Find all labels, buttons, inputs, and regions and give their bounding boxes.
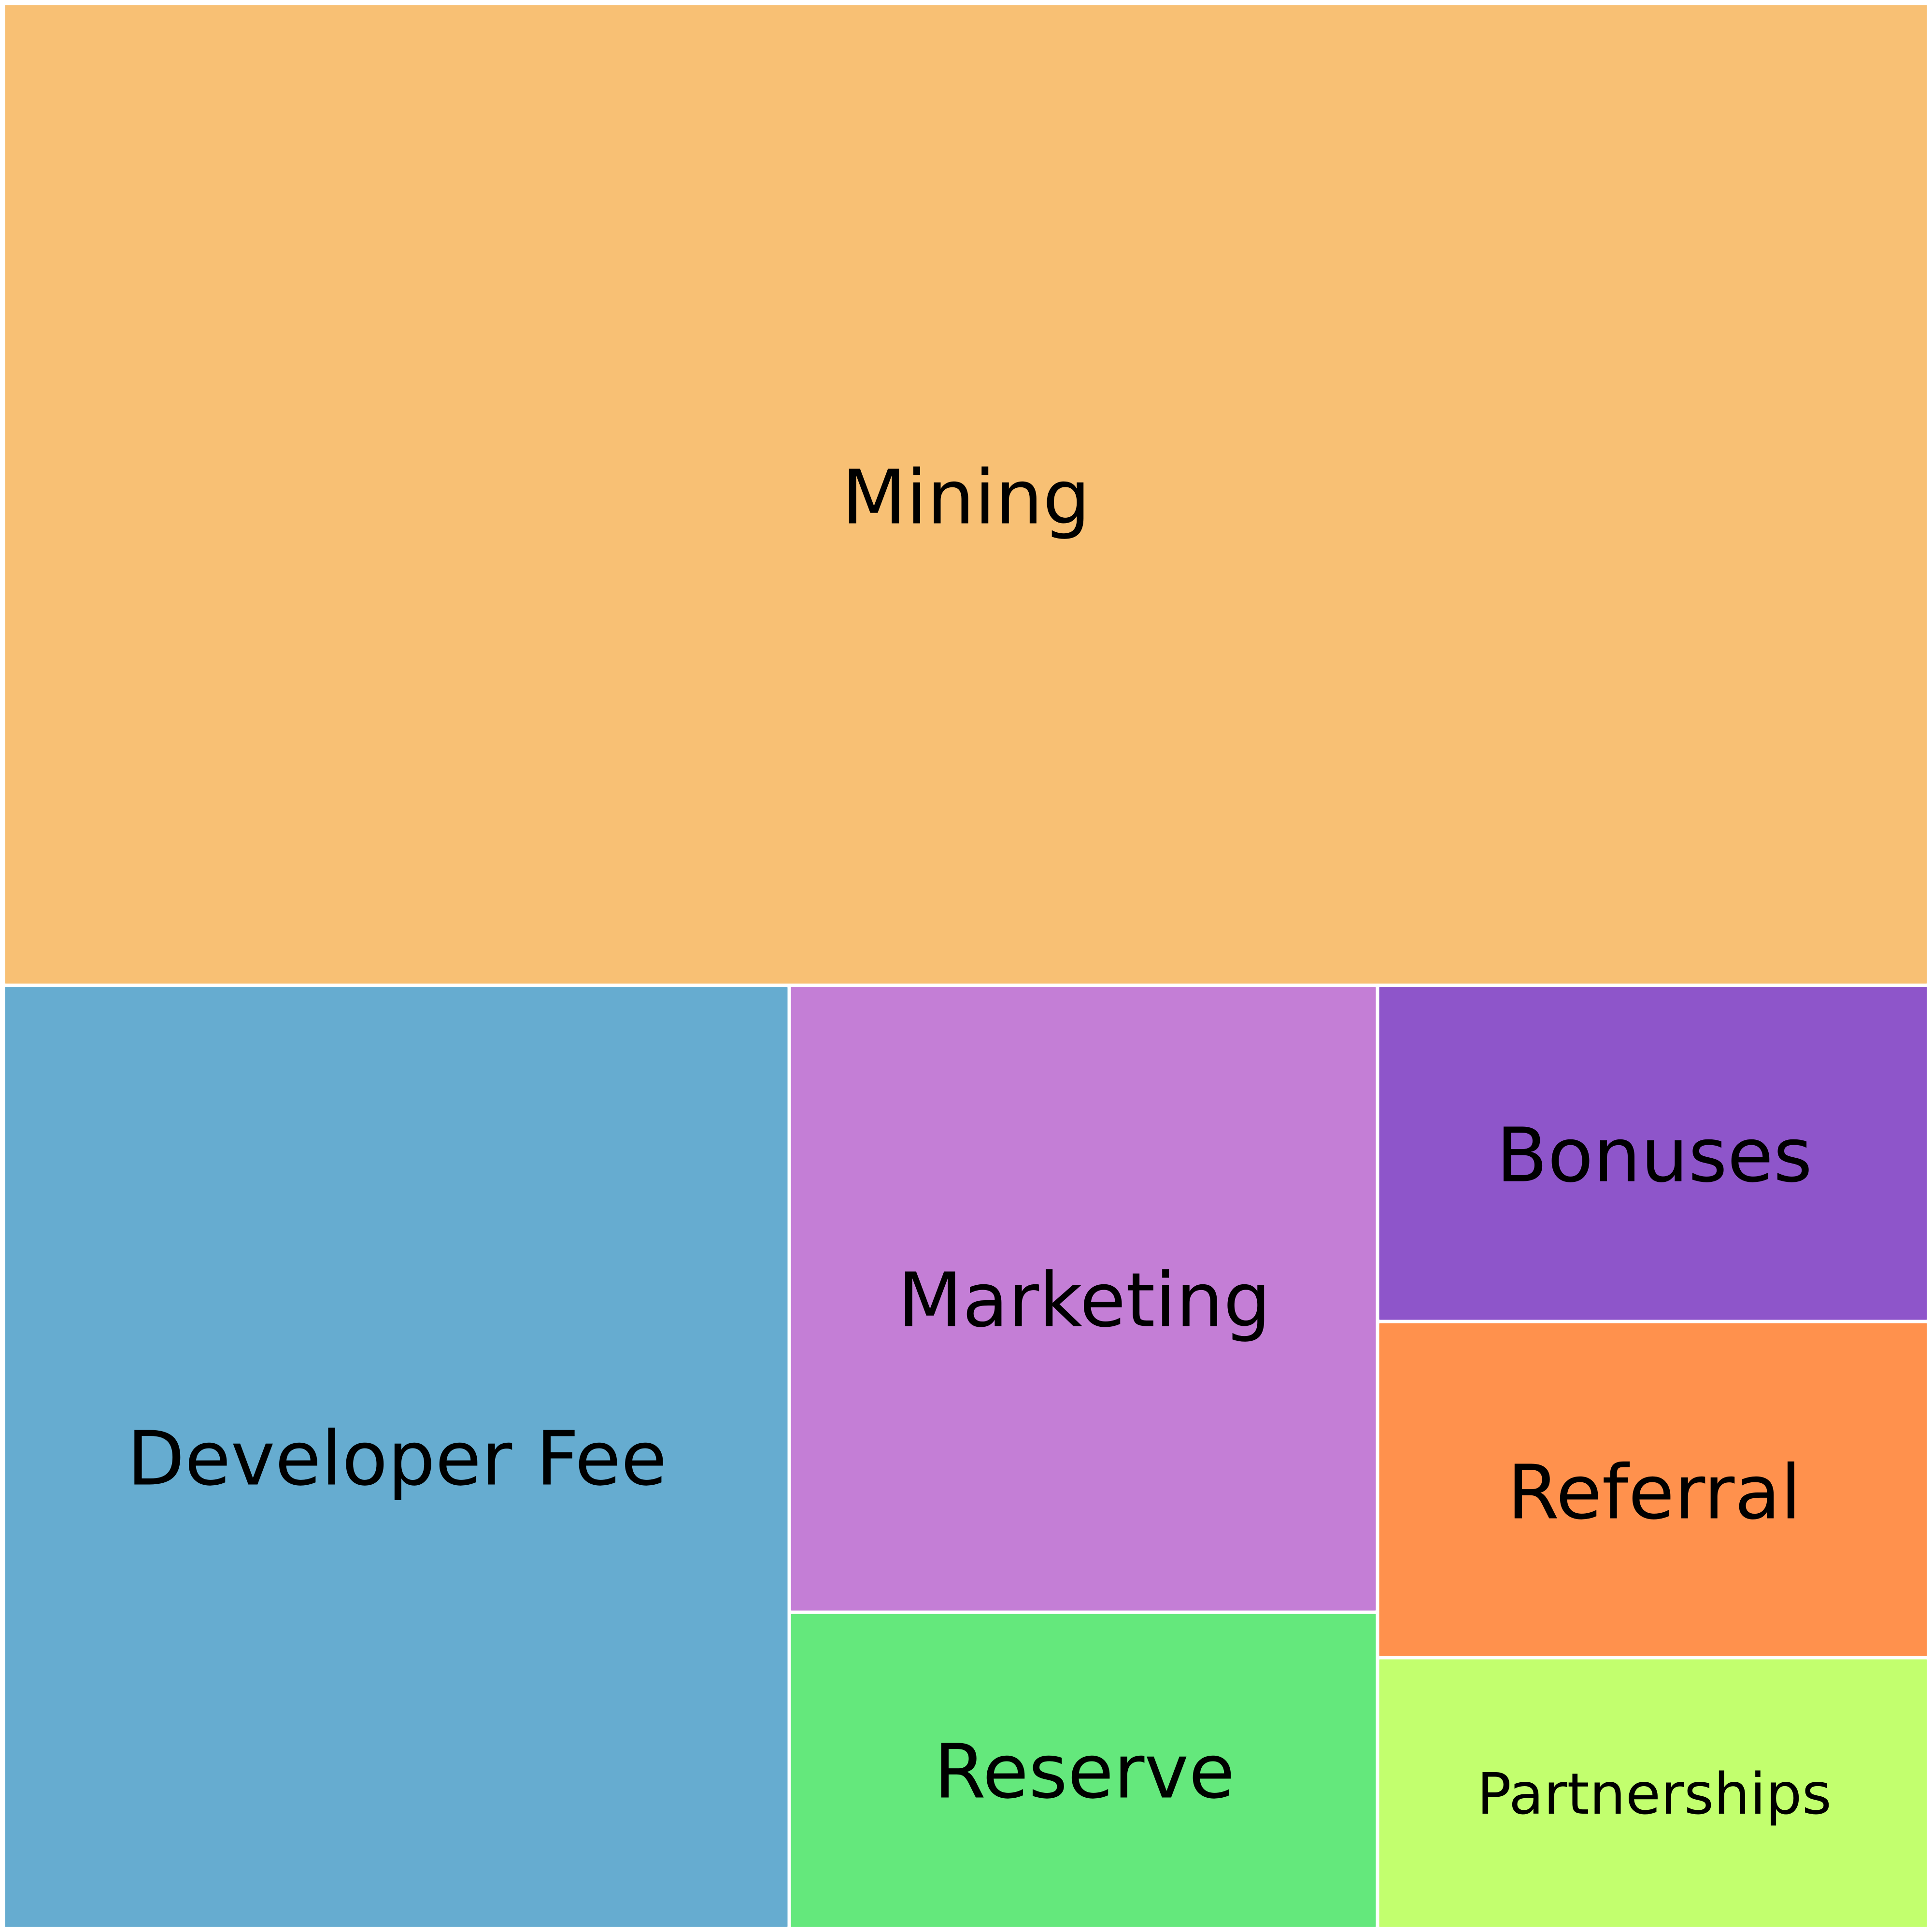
treemap-label-developer-fee: Developer Fee — [127, 1415, 667, 1503]
treemap-label-mining: Mining — [842, 454, 1091, 541]
treemap-label-bonuses: Bonuses — [1496, 1112, 1813, 1199]
treemap-label-partnerships: Partnerships — [1477, 1761, 1832, 1827]
treemap-rect-partnerships — [1377, 1657, 1930, 1930]
treemap-label-marketing: Marketing — [898, 1257, 1271, 1344]
treemap-label-referral: Referral — [1507, 1449, 1802, 1536]
treemap-label-reserve: Reserve — [934, 1728, 1235, 1816]
